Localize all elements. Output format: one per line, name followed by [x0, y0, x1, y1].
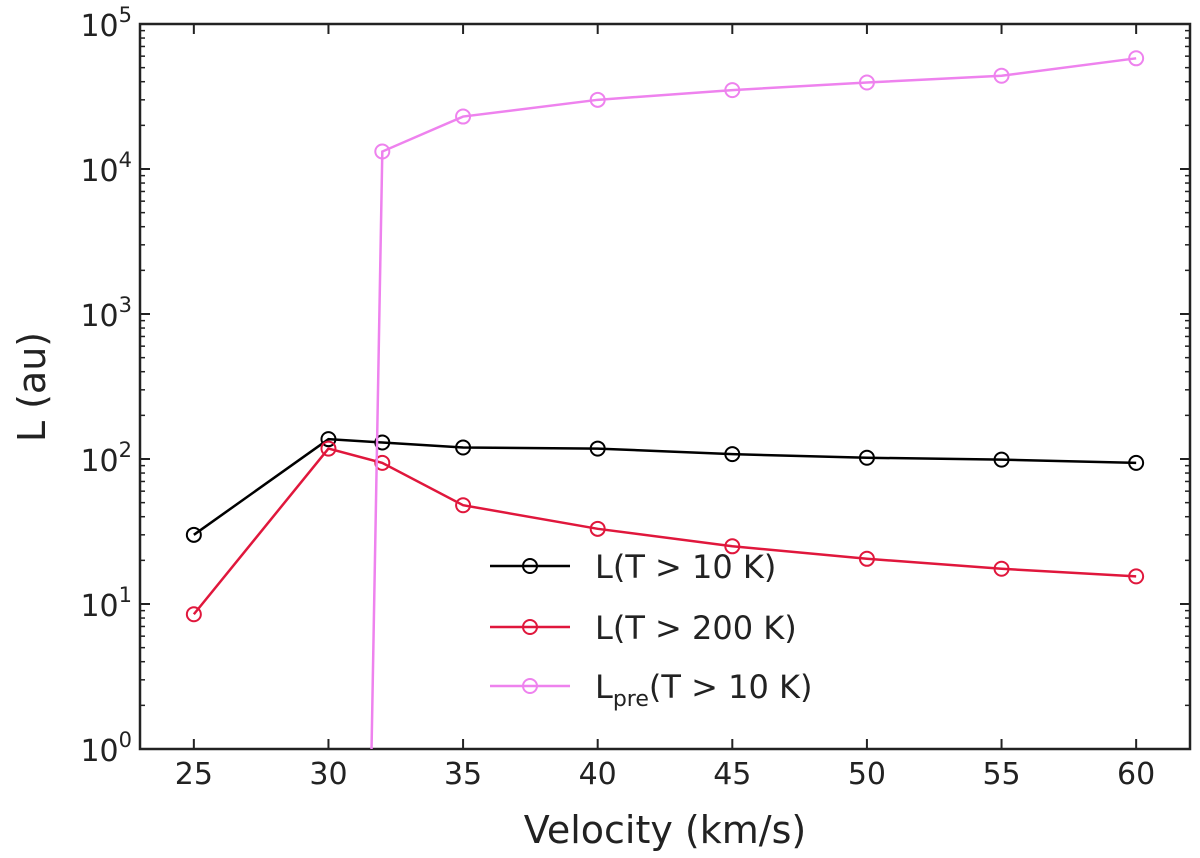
y-tick-label: 104 [80, 148, 132, 189]
series-1 [185, 440, 1145, 623]
data-point [589, 91, 606, 108]
data-point [993, 560, 1010, 577]
legend-item: L(T > 10 K) [490, 548, 776, 586]
legend-marker [522, 678, 538, 694]
data-point [724, 82, 741, 99]
x-axis-label: Velocity (km/s) [524, 808, 806, 852]
x-tick-label: 45 [713, 757, 751, 792]
legend-label: L(T > 10 K) [595, 548, 776, 586]
data-point [455, 497, 472, 514]
data-point [320, 431, 337, 448]
data-point [858, 550, 875, 567]
y-tick-label: 102 [80, 438, 132, 479]
data-point [455, 108, 472, 125]
x-tick-label: 60 [1117, 757, 1155, 792]
data-point [374, 454, 391, 471]
x-tick-label: 35 [444, 757, 482, 792]
data-point [1128, 568, 1145, 585]
y-tick-label: 105 [80, 3, 132, 44]
series-0 [185, 431, 1145, 543]
data-point [374, 434, 391, 451]
legend-item: L(T > 200 K) [490, 609, 797, 647]
y-tick-label: 101 [80, 583, 132, 624]
x-tick-label: 50 [848, 757, 886, 792]
legend: L(T > 10 K) L(T > 200 K) Lpre(T > 10 K) [490, 548, 812, 712]
legend-marker [522, 558, 538, 574]
y-tick-label: 100 [80, 728, 132, 769]
legend-marker [522, 619, 538, 635]
series-line [193, 437, 1137, 536]
x-tick-label: 40 [579, 757, 617, 792]
x-tick-label: 30 [309, 757, 347, 792]
series-2 [370, 50, 1145, 750]
data-point [724, 538, 741, 555]
series-line [370, 57, 1137, 750]
data-point [724, 446, 741, 463]
legend-label: L(T > 200 K) [595, 609, 797, 647]
data-point [455, 439, 472, 456]
plot-border [138, 22, 1192, 751]
y-axis-label: L (au) [10, 332, 54, 442]
data-point [1128, 50, 1145, 67]
data-point [589, 440, 606, 457]
data-point [185, 606, 202, 623]
x-tick-label: 25 [175, 757, 213, 792]
data-point [1128, 454, 1145, 471]
data-point [858, 449, 875, 466]
series-line [192, 447, 1137, 616]
plot-area [138, 22, 1192, 751]
y-tick-label: 103 [80, 293, 132, 334]
series-layer [185, 50, 1145, 750]
legend-label: Lpre(T > 10 K) [595, 668, 812, 712]
data-point [185, 526, 202, 543]
data-point [320, 440, 337, 457]
data-point [858, 74, 875, 91]
data-point [589, 520, 606, 537]
x-tick-label: 55 [982, 757, 1020, 792]
data-point [993, 67, 1010, 84]
data-point [374, 143, 391, 160]
axis-ticks: 25 30 35 40 45 50 55 60 100 101 102 103 104 105 [80, 3, 1190, 792]
data-point [993, 451, 1010, 468]
legend-item: Lpre(T > 10 K) [490, 668, 812, 712]
